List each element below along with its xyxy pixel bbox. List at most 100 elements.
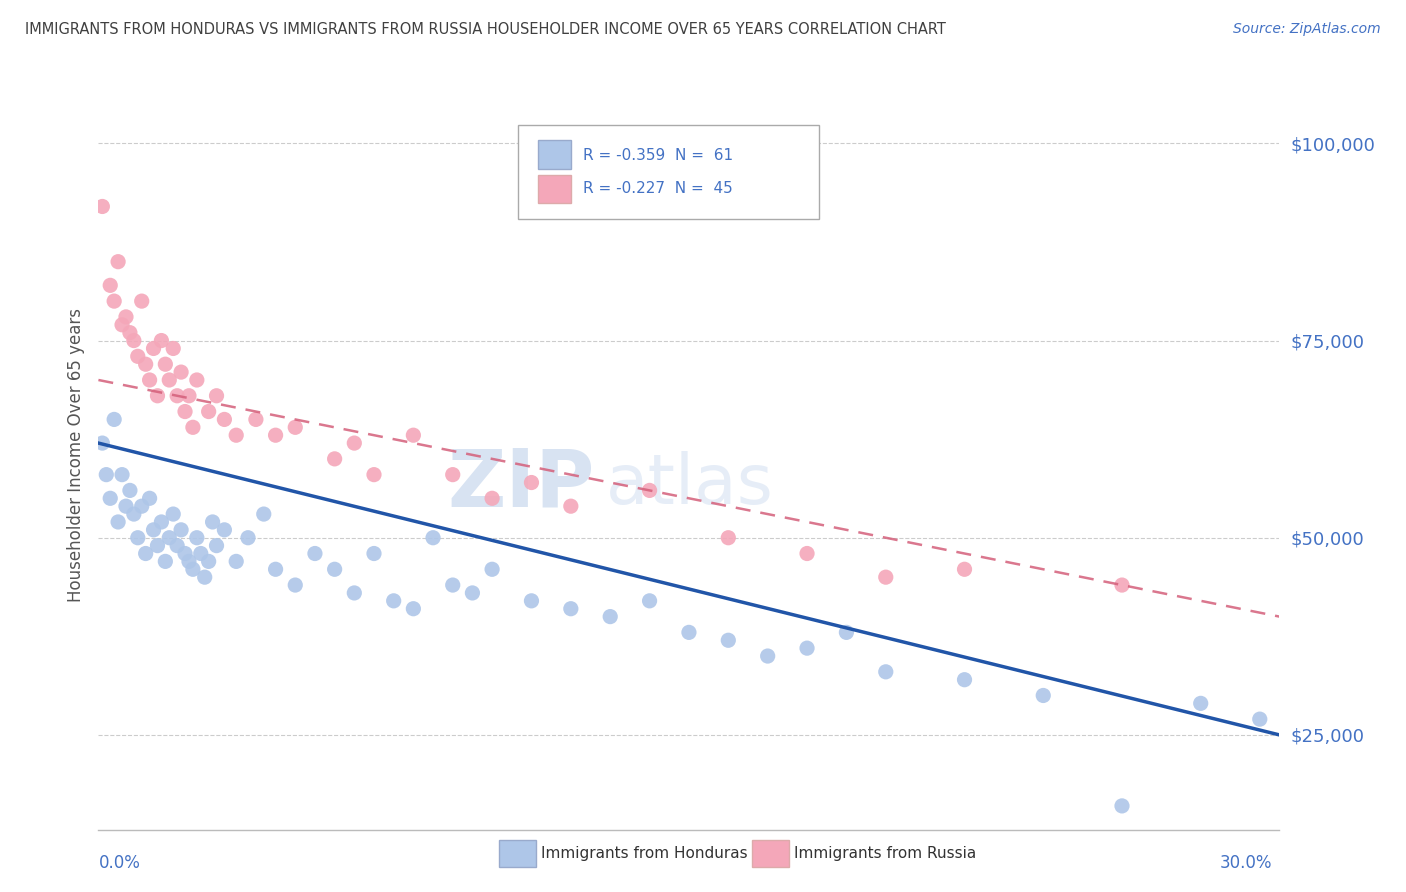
Point bbox=[181, 562, 204, 576]
Point bbox=[122, 334, 145, 348]
Point bbox=[264, 562, 287, 576]
Point bbox=[323, 562, 346, 576]
Point bbox=[107, 254, 129, 268]
Point bbox=[127, 349, 149, 363]
Point bbox=[638, 483, 661, 498]
Point bbox=[461, 586, 484, 600]
Point bbox=[157, 531, 180, 545]
Point bbox=[205, 539, 228, 553]
Point bbox=[115, 499, 138, 513]
Point bbox=[953, 673, 976, 687]
Point bbox=[1249, 712, 1271, 726]
Point bbox=[174, 547, 197, 561]
Point bbox=[103, 412, 125, 426]
Point bbox=[520, 475, 543, 490]
Point bbox=[953, 562, 976, 576]
Point bbox=[131, 499, 153, 513]
FancyBboxPatch shape bbox=[517, 125, 818, 219]
Point bbox=[1111, 578, 1133, 592]
Point bbox=[186, 531, 208, 545]
Point bbox=[142, 523, 165, 537]
Point bbox=[111, 467, 134, 482]
Point bbox=[225, 554, 247, 568]
Point bbox=[162, 507, 184, 521]
Point bbox=[98, 278, 121, 293]
Point bbox=[214, 523, 236, 537]
Point bbox=[157, 373, 180, 387]
FancyBboxPatch shape bbox=[537, 175, 571, 203]
Point bbox=[363, 467, 385, 482]
Point bbox=[166, 389, 188, 403]
Point bbox=[402, 428, 425, 442]
Point bbox=[225, 428, 247, 442]
Point bbox=[197, 404, 219, 418]
Point bbox=[560, 499, 582, 513]
Point bbox=[214, 412, 236, 426]
Point bbox=[91, 199, 114, 213]
Y-axis label: Householder Income Over 65 years: Householder Income Over 65 years bbox=[66, 308, 84, 602]
Text: IMMIGRANTS FROM HONDURAS VS IMMIGRANTS FROM RUSSIA HOUSEHOLDER INCOME OVER 65 YE: IMMIGRANTS FROM HONDURAS VS IMMIGRANTS F… bbox=[25, 22, 946, 37]
Point bbox=[304, 547, 326, 561]
Point bbox=[111, 318, 134, 332]
Point bbox=[284, 578, 307, 592]
Point bbox=[599, 609, 621, 624]
Point bbox=[441, 467, 464, 482]
Point bbox=[118, 483, 141, 498]
Point bbox=[1189, 697, 1212, 711]
Text: R = -0.227  N =  45: R = -0.227 N = 45 bbox=[582, 181, 733, 196]
Point bbox=[875, 570, 897, 584]
Point bbox=[98, 491, 121, 506]
Point bbox=[343, 586, 366, 600]
Point bbox=[155, 554, 177, 568]
Point bbox=[146, 389, 169, 403]
Point bbox=[481, 562, 503, 576]
Point bbox=[197, 554, 219, 568]
Point bbox=[520, 594, 543, 608]
Point bbox=[422, 531, 444, 545]
Point bbox=[441, 578, 464, 592]
Point bbox=[717, 633, 740, 648]
Point bbox=[638, 594, 661, 608]
Point bbox=[201, 515, 224, 529]
Point bbox=[194, 570, 217, 584]
Point bbox=[1032, 689, 1054, 703]
Point bbox=[150, 334, 173, 348]
Point bbox=[1111, 798, 1133, 813]
Text: 0.0%: 0.0% bbox=[98, 855, 141, 872]
Point bbox=[146, 539, 169, 553]
Point bbox=[122, 507, 145, 521]
Point bbox=[186, 373, 208, 387]
Point bbox=[756, 648, 779, 663]
Point bbox=[481, 491, 503, 506]
Point bbox=[174, 404, 197, 418]
Point bbox=[118, 326, 141, 340]
Point bbox=[560, 601, 582, 615]
Point bbox=[150, 515, 173, 529]
Point bbox=[96, 467, 118, 482]
Point bbox=[127, 531, 149, 545]
Point bbox=[177, 554, 200, 568]
Point bbox=[678, 625, 700, 640]
Point bbox=[875, 665, 897, 679]
Text: 30.0%: 30.0% bbox=[1220, 855, 1272, 872]
Point bbox=[155, 357, 177, 371]
Text: Source: ZipAtlas.com: Source: ZipAtlas.com bbox=[1233, 22, 1381, 37]
Point bbox=[177, 389, 200, 403]
Point bbox=[162, 342, 184, 356]
Point bbox=[245, 412, 267, 426]
Point bbox=[170, 365, 193, 379]
Point bbox=[284, 420, 307, 434]
Point bbox=[205, 389, 228, 403]
Text: Immigrants from Russia: Immigrants from Russia bbox=[794, 847, 977, 861]
Point bbox=[835, 625, 858, 640]
Text: atlas: atlas bbox=[606, 451, 775, 518]
Point bbox=[135, 357, 157, 371]
Point bbox=[264, 428, 287, 442]
Text: Immigrants from Honduras: Immigrants from Honduras bbox=[541, 847, 748, 861]
Point bbox=[142, 342, 165, 356]
Point bbox=[138, 373, 160, 387]
Point bbox=[107, 515, 129, 529]
Point bbox=[323, 451, 346, 466]
Text: R = -0.359  N =  61: R = -0.359 N = 61 bbox=[582, 148, 733, 162]
Point bbox=[382, 594, 405, 608]
